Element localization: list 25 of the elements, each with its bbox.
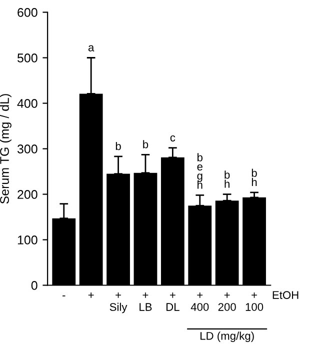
x-tick-label: +	[88, 292, 94, 298]
y-tick-label: 600	[18, 8, 38, 17]
y-tick-label: 100	[18, 236, 38, 244]
text: EtOH	[272, 291, 298, 299]
x-tick-label: -	[62, 295, 66, 296]
x-tick-label: + 200	[218, 292, 236, 311]
y-tick-label: 300	[17, 144, 38, 154]
y-tick-label: 0	[31, 281, 38, 290]
annotation: a	[88, 45, 94, 52]
annotation: b	[143, 140, 148, 148]
x-tick-label: + 400	[190, 292, 209, 311]
y-axis-title: Serum TG (mg / dL)	[0, 94, 12, 204]
x-tick-label: + LB	[140, 292, 152, 311]
annotation: b h	[224, 170, 230, 188]
annotation: b h	[252, 168, 257, 186]
annotation: c	[170, 135, 176, 142]
x-tick-label: + DL	[166, 292, 180, 311]
y-tick-label: 500	[17, 54, 38, 62]
x-tick-label: + Sily	[110, 292, 128, 314]
y-tick-label: 400	[17, 99, 38, 108]
y-tick-label: 200	[18, 190, 38, 199]
text: LD (mg/kg)	[200, 332, 254, 342]
annotation: b e g h	[197, 153, 203, 189]
x-tick-label: + 100	[246, 292, 264, 311]
annotation: b	[116, 142, 121, 150]
